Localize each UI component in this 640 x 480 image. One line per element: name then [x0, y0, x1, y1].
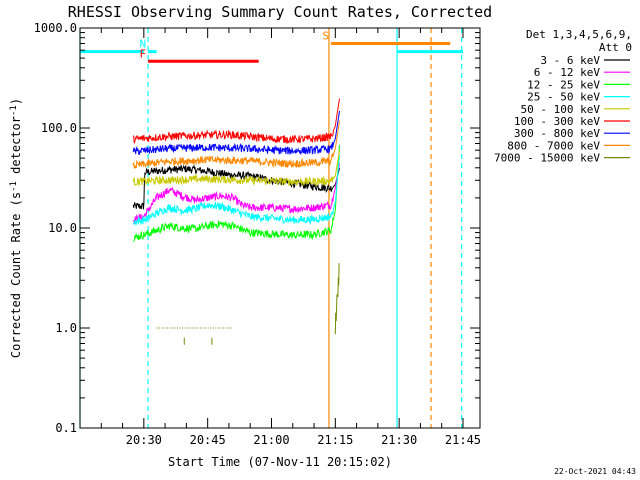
x-axis-label: Start Time (07-Nov-11 20:15:02): [168, 455, 392, 469]
flag-label-f: F: [139, 47, 146, 60]
footer-timestamp: 22-Oct-2021 04:43: [554, 467, 636, 476]
flag-label-n: N: [139, 38, 146, 51]
legend-label: 100 - 300 keV: [514, 115, 600, 128]
y-tick-label: 0.1: [55, 421, 77, 435]
legend-label: 25 - 50 keV: [527, 91, 600, 104]
flag-label-s: S: [322, 29, 329, 42]
series-line-12-25kev: [132, 144, 340, 242]
flag-bars: NF S: [80, 29, 463, 63]
y-tick-label: 1.0: [55, 321, 77, 335]
x-axis: 20:30 20:45 21:00 21:15 21:30 21:45: [79, 28, 481, 447]
series-line-300-800kev: [132, 110, 340, 156]
series-line-800-7000kev: [132, 120, 340, 169]
x-tick-label: 21:00: [253, 433, 289, 447]
chart-title: RHESSI Observing Summary Count Rates, Co…: [68, 3, 492, 21]
legend-label: 6 - 12 keV: [534, 66, 601, 79]
legend-label: 800 - 7000 keV: [507, 139, 600, 152]
x-tick-label: 21:15: [317, 433, 353, 447]
series-line-25-50kev: [132, 154, 340, 226]
x-tick-label: 21:30: [381, 433, 417, 447]
legend-label: 12 - 25 keV: [527, 78, 600, 91]
legend-label: 300 - 800 keV: [514, 127, 600, 140]
series-line-50-100kev: [132, 150, 340, 188]
y-tick-label: 100.0: [41, 121, 77, 135]
legend-header-line-2: Att 0: [599, 41, 632, 54]
legend-label: 7000 - 15000 keV: [494, 152, 600, 165]
series-line-3-6kev: [132, 163, 340, 210]
x-tick-label: 21:45: [445, 433, 481, 447]
x-tick-label: 20:30: [126, 433, 162, 447]
y-axis-label: Corrected Count Rate (s-1 detector-1): [9, 98, 23, 358]
legend-label: 3 - 6 keV: [540, 54, 600, 67]
y-tick-label: 10.0: [48, 221, 77, 235]
series-line-100-300kev: [132, 98, 340, 144]
y-axis: 0.1 1.0 10.0 100.0 1000.0: [34, 21, 480, 435]
series-line-7000-15000-kev: [156, 263, 340, 335]
legend-label: 50 - 100 keV: [521, 103, 601, 116]
y-tick-label: 1000.0: [34, 21, 77, 35]
legend-header-line-1: Det 1,3,4,5,6,9,: [526, 28, 632, 41]
series-line-6-12kev: [133, 163, 340, 224]
data-series: [132, 98, 340, 345]
x-tick-label: 20:45: [190, 433, 226, 447]
